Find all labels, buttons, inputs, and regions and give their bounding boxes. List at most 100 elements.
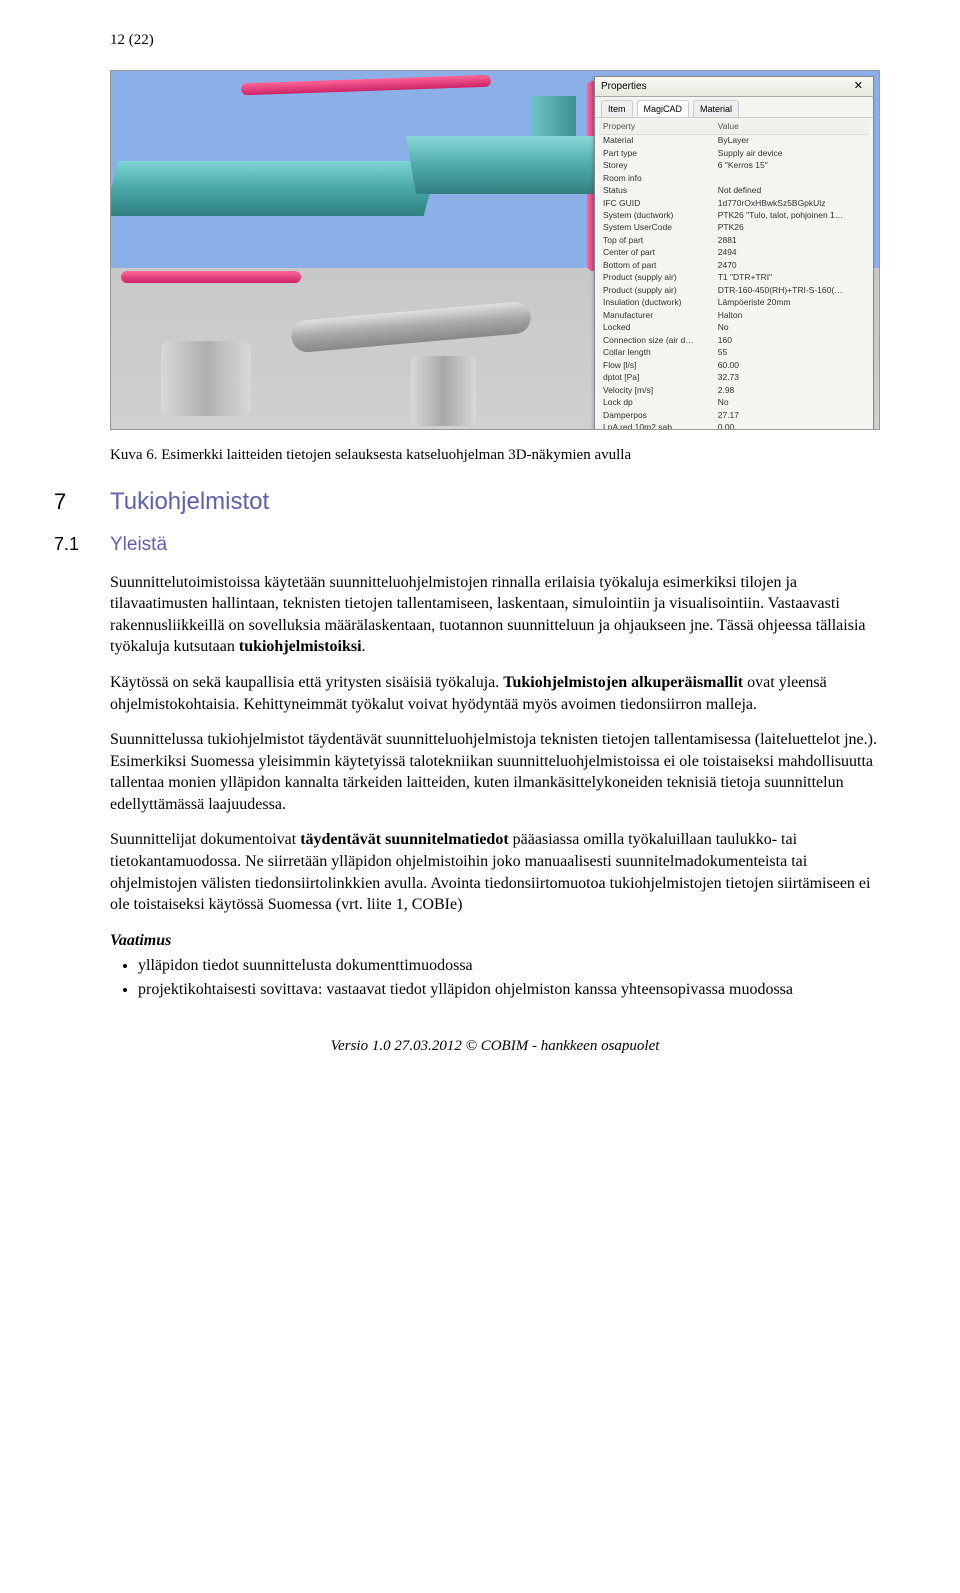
figure-3d-view: Properties ✕ Item MagiCAD Material Prope…: [110, 70, 880, 430]
property-name: System (ductwork): [599, 210, 714, 222]
properties-table: Property Value MaterialByLayerPart typeS…: [599, 120, 869, 430]
panel-tabs: Item MagiCAD Material: [595, 97, 873, 118]
property-value: ByLayer: [714, 134, 869, 147]
page-footer: Versio 1.0 27.03.2012 © COBIM - hankkeen…: [110, 1036, 880, 1056]
property-name: IFC GUID: [599, 197, 714, 209]
property-name: Part type: [599, 147, 714, 159]
property-value: 32.73: [714, 372, 869, 384]
table-row: Center of part2494: [599, 247, 869, 259]
table-row: Flow [l/s]60.00: [599, 359, 869, 371]
paragraph: Suunnittelutoimistoissa käytetään suunni…: [110, 572, 880, 658]
table-row: LpA red 10m2 sab0.00: [599, 421, 869, 430]
property-value: 2.98: [714, 384, 869, 396]
property-value: No: [714, 397, 869, 409]
property-value: Lämpöeriste 20mm: [714, 297, 869, 309]
property-name: Status: [599, 185, 714, 197]
property-name: Product (supply air): [599, 272, 714, 284]
property-name: Bottom of part: [599, 259, 714, 271]
property-value: PTK26: [714, 222, 869, 234]
property-value: 160: [714, 334, 869, 346]
property-name: dptot [Pa]: [599, 372, 714, 384]
panel-body: Property Value MaterialByLayerPart typeS…: [595, 118, 873, 430]
property-name: Center of part: [599, 247, 714, 259]
duct-round: [290, 301, 532, 354]
section-title: Yleistä: [110, 532, 167, 558]
pipe-element: [241, 75, 491, 96]
list-item: projektikohtaisesti sovittava: vastaavat…: [138, 979, 880, 1001]
figure-container: Properties ✕ Item MagiCAD Material Prope…: [110, 70, 880, 430]
table-row: System UserCodePTK26: [599, 222, 869, 234]
property-name: Insulation (ductwork): [599, 297, 714, 309]
property-name: Flow [l/s]: [599, 359, 714, 371]
text: Suunnittelutoimistoissa käytetään suunni…: [110, 574, 866, 656]
col-value: Value: [714, 120, 869, 134]
table-row: MaterialByLayer: [599, 134, 869, 147]
table-row: IFC GUID1d770rOxHBwkSz5BGpkUlz: [599, 197, 869, 209]
table-row: StatusNot defined: [599, 185, 869, 197]
table-row: LockedNo: [599, 322, 869, 334]
bold-term: tukiohjelmistoiksi: [239, 638, 362, 655]
bold-term: Tukiohjelmistojen alkuperäismallit: [503, 674, 743, 691]
property-name: Collar length: [599, 347, 714, 359]
property-value: Supply air device: [714, 147, 869, 159]
pipe-element: [121, 271, 301, 283]
figure-caption: Kuva 6. Esimerkki laitteiden tietojen se…: [110, 445, 880, 465]
property-name: Room info: [599, 172, 714, 184]
property-value: 55: [714, 347, 869, 359]
property-value: [714, 172, 869, 184]
paragraph: Suunnittelussa tukiohjelmistot täydentäv…: [110, 729, 880, 815]
requirement-heading: Vaatimus: [110, 930, 880, 952]
table-row: ManufacturerHalton: [599, 309, 869, 321]
property-value: 27.17: [714, 409, 869, 421]
table-row: Product (supply air)DTR-160-450(RH)+TRI-…: [599, 284, 869, 296]
section-title: Tukiohjelmistot: [110, 486, 269, 518]
section-number: 7: [54, 487, 110, 517]
property-value: DTR-160-450(RH)+TRI-S-160(…: [714, 284, 869, 296]
table-row: Room info: [599, 172, 869, 184]
col-property: Property: [599, 120, 714, 134]
table-row: Part typeSupply air device: [599, 147, 869, 159]
property-name: Top of part: [599, 234, 714, 246]
property-name: Velocity [m/s]: [599, 384, 714, 396]
table-row: Lock dpNo: [599, 397, 869, 409]
paragraph: Suunnittelijat dokumentoivat täydentävät…: [110, 829, 880, 915]
text: Käytössä on sekä kaupallisia että yritys…: [110, 674, 503, 691]
property-name: Connection size (air d…: [599, 334, 714, 346]
section-number: 7.1: [54, 532, 110, 556]
text: .: [362, 638, 366, 655]
table-row: System (ductwork)PTK26 "Tulo, talot, poh…: [599, 210, 869, 222]
list-item: ylläpidon tiedot suunnittelusta dokument…: [138, 955, 880, 977]
table-row: Bottom of part2470: [599, 259, 869, 271]
property-value: 6 "Kerros 15": [714, 160, 869, 172]
table-row: Storey6 "Kerros 15": [599, 160, 869, 172]
text: Suunnittelijat dokumentoivat: [110, 831, 300, 848]
property-value: 0.00: [714, 421, 869, 430]
property-value: 1d770rOxHBwkSz5BGpkUlz: [714, 197, 869, 209]
tab-magicad[interactable]: MagiCAD: [637, 100, 690, 117]
property-value: 2494: [714, 247, 869, 259]
table-row: dptot [Pa]32.73: [599, 372, 869, 384]
section-7-heading: 7 Tukiohjelmistot: [110, 486, 880, 518]
page-number: 12 (22): [110, 30, 880, 50]
device-element: [161, 341, 251, 416]
panel-title: Properties: [601, 80, 647, 94]
bold-term: täydentävät suunnitelmatiedot: [300, 831, 508, 848]
table-row: Damperpos27.17: [599, 409, 869, 421]
property-name: Product (supply air): [599, 284, 714, 296]
property-value: No: [714, 322, 869, 334]
tab-material[interactable]: Material: [693, 100, 739, 117]
property-value: 60.00: [714, 359, 869, 371]
table-row: Product (supply air)T1 "DTR+TRI": [599, 272, 869, 284]
panel-header: Properties ✕: [595, 77, 873, 97]
requirement-list: ylläpidon tiedot suunnittelusta dokument…: [110, 955, 880, 1000]
property-name: System UserCode: [599, 222, 714, 234]
property-name: Storey: [599, 160, 714, 172]
paragraph: Käytössä on sekä kaupallisia että yritys…: [110, 672, 880, 715]
table-row: Connection size (air d…160: [599, 334, 869, 346]
table-row: Top of part2881: [599, 234, 869, 246]
duct-element: [110, 161, 438, 216]
property-value: 2470: [714, 259, 869, 271]
property-value: PTK26 "Tulo, talot, pohjoinen 1…: [714, 210, 869, 222]
tab-item[interactable]: Item: [601, 100, 633, 117]
close-icon[interactable]: ✕: [850, 79, 867, 94]
